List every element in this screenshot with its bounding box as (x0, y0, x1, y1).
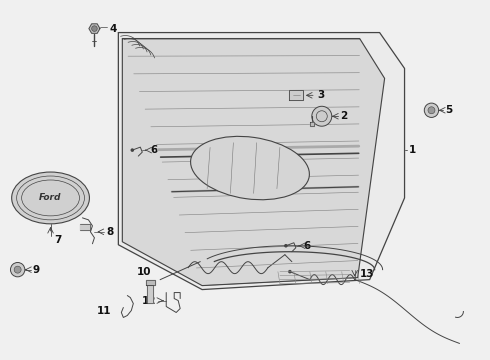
Text: 7: 7 (54, 235, 62, 245)
Text: 11: 11 (97, 306, 111, 316)
Polygon shape (146, 280, 155, 285)
Text: 1: 1 (409, 145, 416, 155)
Polygon shape (310, 122, 314, 126)
Text: 8: 8 (106, 227, 114, 237)
Polygon shape (80, 224, 91, 230)
Text: 4: 4 (109, 24, 117, 33)
Polygon shape (89, 24, 100, 33)
Circle shape (92, 26, 97, 31)
Ellipse shape (12, 172, 90, 224)
Text: 10: 10 (137, 267, 151, 276)
Circle shape (10, 262, 25, 277)
Circle shape (284, 244, 288, 248)
Text: 6: 6 (150, 145, 157, 155)
Text: 5: 5 (445, 105, 453, 115)
Polygon shape (147, 285, 153, 302)
Ellipse shape (191, 136, 309, 200)
Text: Ford: Ford (39, 193, 62, 202)
Polygon shape (119, 32, 405, 289)
Text: 3: 3 (318, 90, 325, 100)
Polygon shape (289, 90, 303, 100)
Polygon shape (122, 39, 385, 285)
Text: 9: 9 (33, 265, 40, 275)
Circle shape (288, 270, 292, 274)
Circle shape (14, 266, 21, 273)
Text: 6: 6 (304, 241, 311, 251)
Text: 12: 12 (142, 296, 156, 306)
Circle shape (424, 103, 439, 117)
Circle shape (130, 148, 134, 152)
Text: 13: 13 (360, 269, 374, 279)
Circle shape (312, 106, 332, 126)
Circle shape (428, 107, 435, 114)
Text: 2: 2 (340, 111, 347, 121)
